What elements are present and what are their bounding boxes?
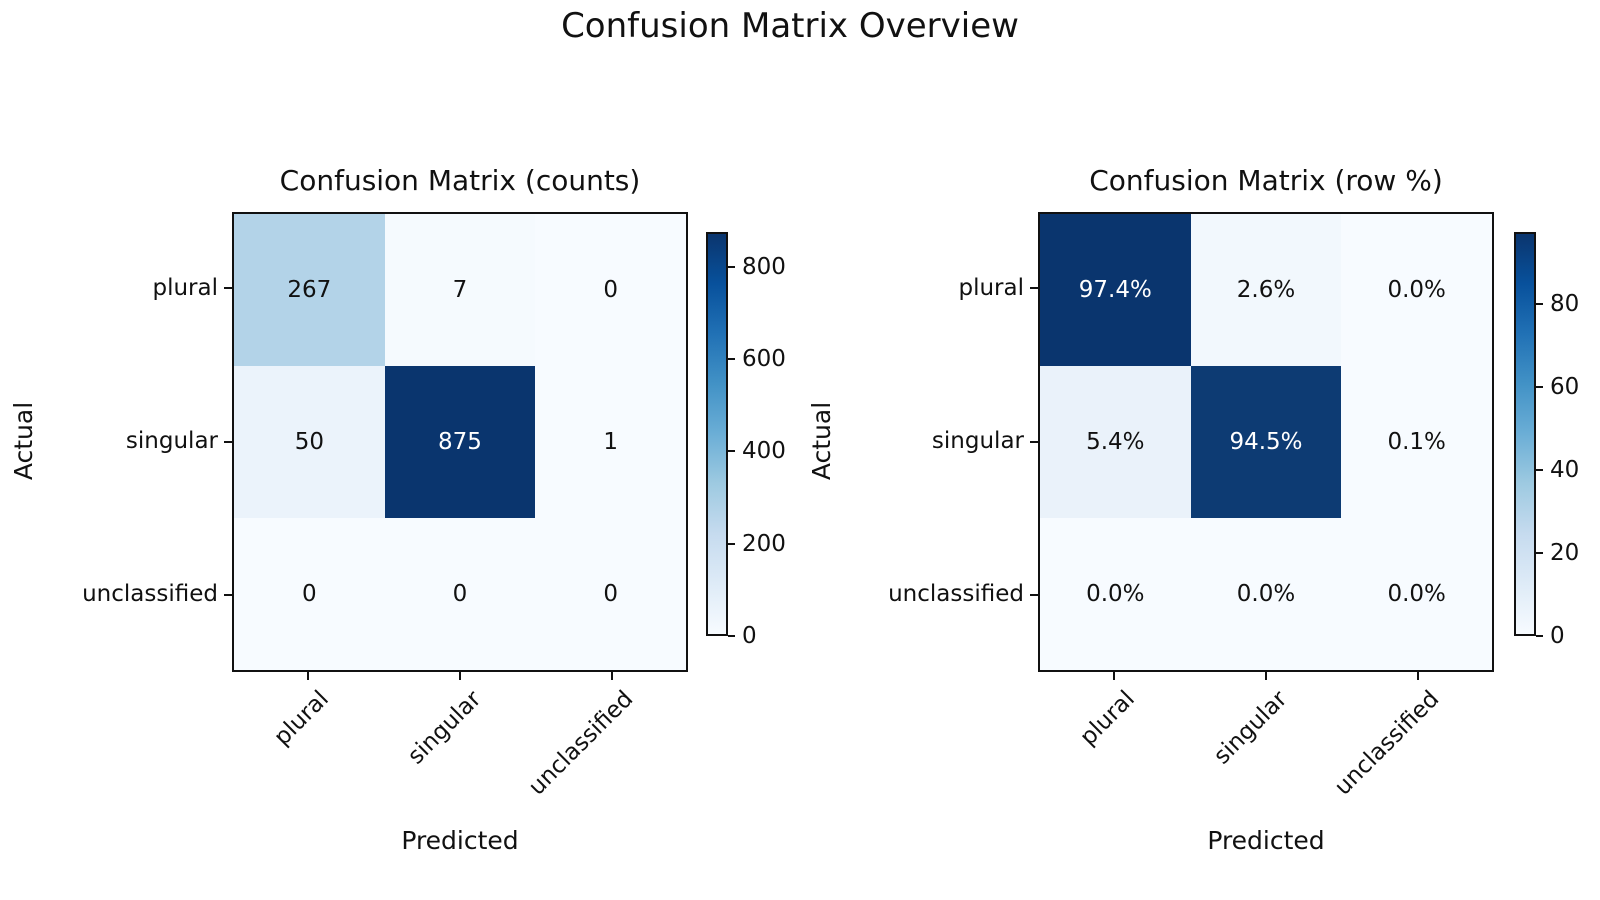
ytick-label: plural	[152, 275, 218, 301]
xtick-text: singular	[402, 686, 487, 770]
tick-mark	[728, 266, 735, 268]
cell-value: 7	[452, 276, 468, 303]
heatmap-cell: 5.4%	[1040, 366, 1191, 518]
heatmap-cell: 267	[234, 214, 385, 366]
heatmap-cell: 0.0%	[1190, 518, 1342, 670]
cell-value: 0	[302, 580, 317, 607]
tick-mark	[1113, 672, 1115, 680]
colorbar-tick: 400	[742, 438, 786, 464]
xtick-text: unclassified	[523, 686, 639, 801]
tick-mark	[224, 441, 232, 443]
xtick-text: singular	[1208, 686, 1293, 770]
tick-mark	[728, 635, 735, 637]
tick-mark	[1030, 287, 1038, 289]
tick-mark	[1030, 594, 1038, 596]
colorbar-tick: 60	[1550, 374, 1580, 400]
heatmap-cell: 0	[535, 518, 686, 670]
cell-value: 2.6%	[1236, 276, 1296, 303]
ytick-label: singular	[931, 428, 1024, 454]
colorbar-tick: 80	[1550, 291, 1580, 317]
tick-mark	[1536, 469, 1543, 471]
plot-title: Confusion Matrix (row %)	[1089, 164, 1443, 197]
plot-title: Confusion Matrix (counts)	[279, 164, 641, 197]
colorbar-tick: 200	[742, 531, 786, 557]
xtick-text: plural	[1075, 686, 1141, 751]
heatmap-cell: 0.0%	[1341, 518, 1492, 670]
heatmap-cell: 0.1%	[1341, 366, 1492, 518]
tick-mark	[1536, 635, 1543, 637]
tick-mark	[1030, 441, 1038, 443]
xtick-text: unclassified	[1329, 686, 1445, 801]
colorbar-tick: 0	[1550, 623, 1565, 649]
heatmap-cell: 0.0%	[1040, 518, 1191, 670]
colorbar-tick: 0	[742, 623, 757, 649]
colorbar-tick: 600	[742, 346, 786, 372]
cell-value: 267	[287, 276, 332, 303]
tick-mark	[1536, 386, 1543, 388]
cell-value: 0.0%	[1387, 276, 1446, 303]
figure-title: Confusion Matrix Overview	[561, 6, 1019, 46]
heatmap-cell: 875	[384, 366, 536, 518]
heatmap-row-percent: 97.4% 2.6% 0.0% 5.4% 94.5% 0.1% 0.0% 0.0…	[1038, 212, 1494, 672]
cell-value: 50	[294, 428, 324, 455]
tick-mark	[307, 672, 309, 680]
heatmap-cell: 0.0%	[1341, 214, 1492, 366]
cell-value: 5.4%	[1086, 428, 1145, 455]
heatmap-cell: 1	[535, 366, 686, 518]
cell-value: 875	[438, 428, 482, 455]
tick-mark	[1417, 672, 1419, 680]
colorbar	[1514, 232, 1536, 636]
tick-mark	[224, 287, 232, 289]
tick-mark	[1265, 672, 1267, 680]
colorbar-tick: 800	[742, 254, 786, 280]
heatmap-counts: 267 7 0 50 875 1 0 0 0	[232, 212, 688, 672]
ytick-label: plural	[958, 275, 1024, 301]
heatmap-cell: 94.5%	[1190, 366, 1342, 518]
colorbar-tick: 20	[1550, 540, 1580, 566]
tick-mark	[728, 358, 735, 360]
xtick-text: plural	[269, 686, 335, 751]
heatmap-cell: 7	[384, 214, 536, 366]
tick-mark	[1536, 303, 1543, 305]
x-axis-label: Predicted	[1207, 826, 1325, 855]
ytick-label: unclassified	[888, 581, 1024, 607]
tick-mark	[1536, 552, 1543, 554]
tick-mark	[728, 450, 735, 452]
colorbar	[706, 232, 728, 636]
ytick-label: unclassified	[82, 581, 218, 607]
cell-value: 0	[603, 276, 618, 303]
y-axis-label: Actual	[807, 401, 836, 481]
cell-value: 0.0%	[1086, 580, 1145, 607]
tick-mark	[611, 672, 613, 680]
y-axis-label: Actual	[9, 401, 38, 481]
cell-value: 97.4%	[1078, 276, 1152, 303]
x-axis-label: Predicted	[401, 826, 519, 855]
cell-value: 0.0%	[1236, 580, 1296, 607]
ytick-label: singular	[125, 428, 218, 454]
cell-value: 1	[603, 428, 618, 455]
cell-value: 0	[603, 580, 618, 607]
cell-value: 0.0%	[1387, 580, 1446, 607]
cell-value: 0	[452, 580, 468, 607]
heatmap-cell: 0	[384, 518, 536, 670]
heatmap-cell: 97.4%	[1040, 214, 1191, 366]
cell-value: 94.5%	[1229, 428, 1303, 455]
heatmap-cell: 2.6%	[1190, 214, 1342, 366]
heatmap-cell: 0	[535, 214, 686, 366]
tick-mark	[459, 672, 461, 680]
tick-mark	[224, 594, 232, 596]
colorbar-tick: 40	[1550, 457, 1580, 483]
heatmap-cell: 50	[234, 366, 385, 518]
cell-value: 0.1%	[1387, 428, 1446, 455]
tick-mark	[728, 543, 735, 545]
heatmap-cell: 0	[234, 518, 385, 670]
